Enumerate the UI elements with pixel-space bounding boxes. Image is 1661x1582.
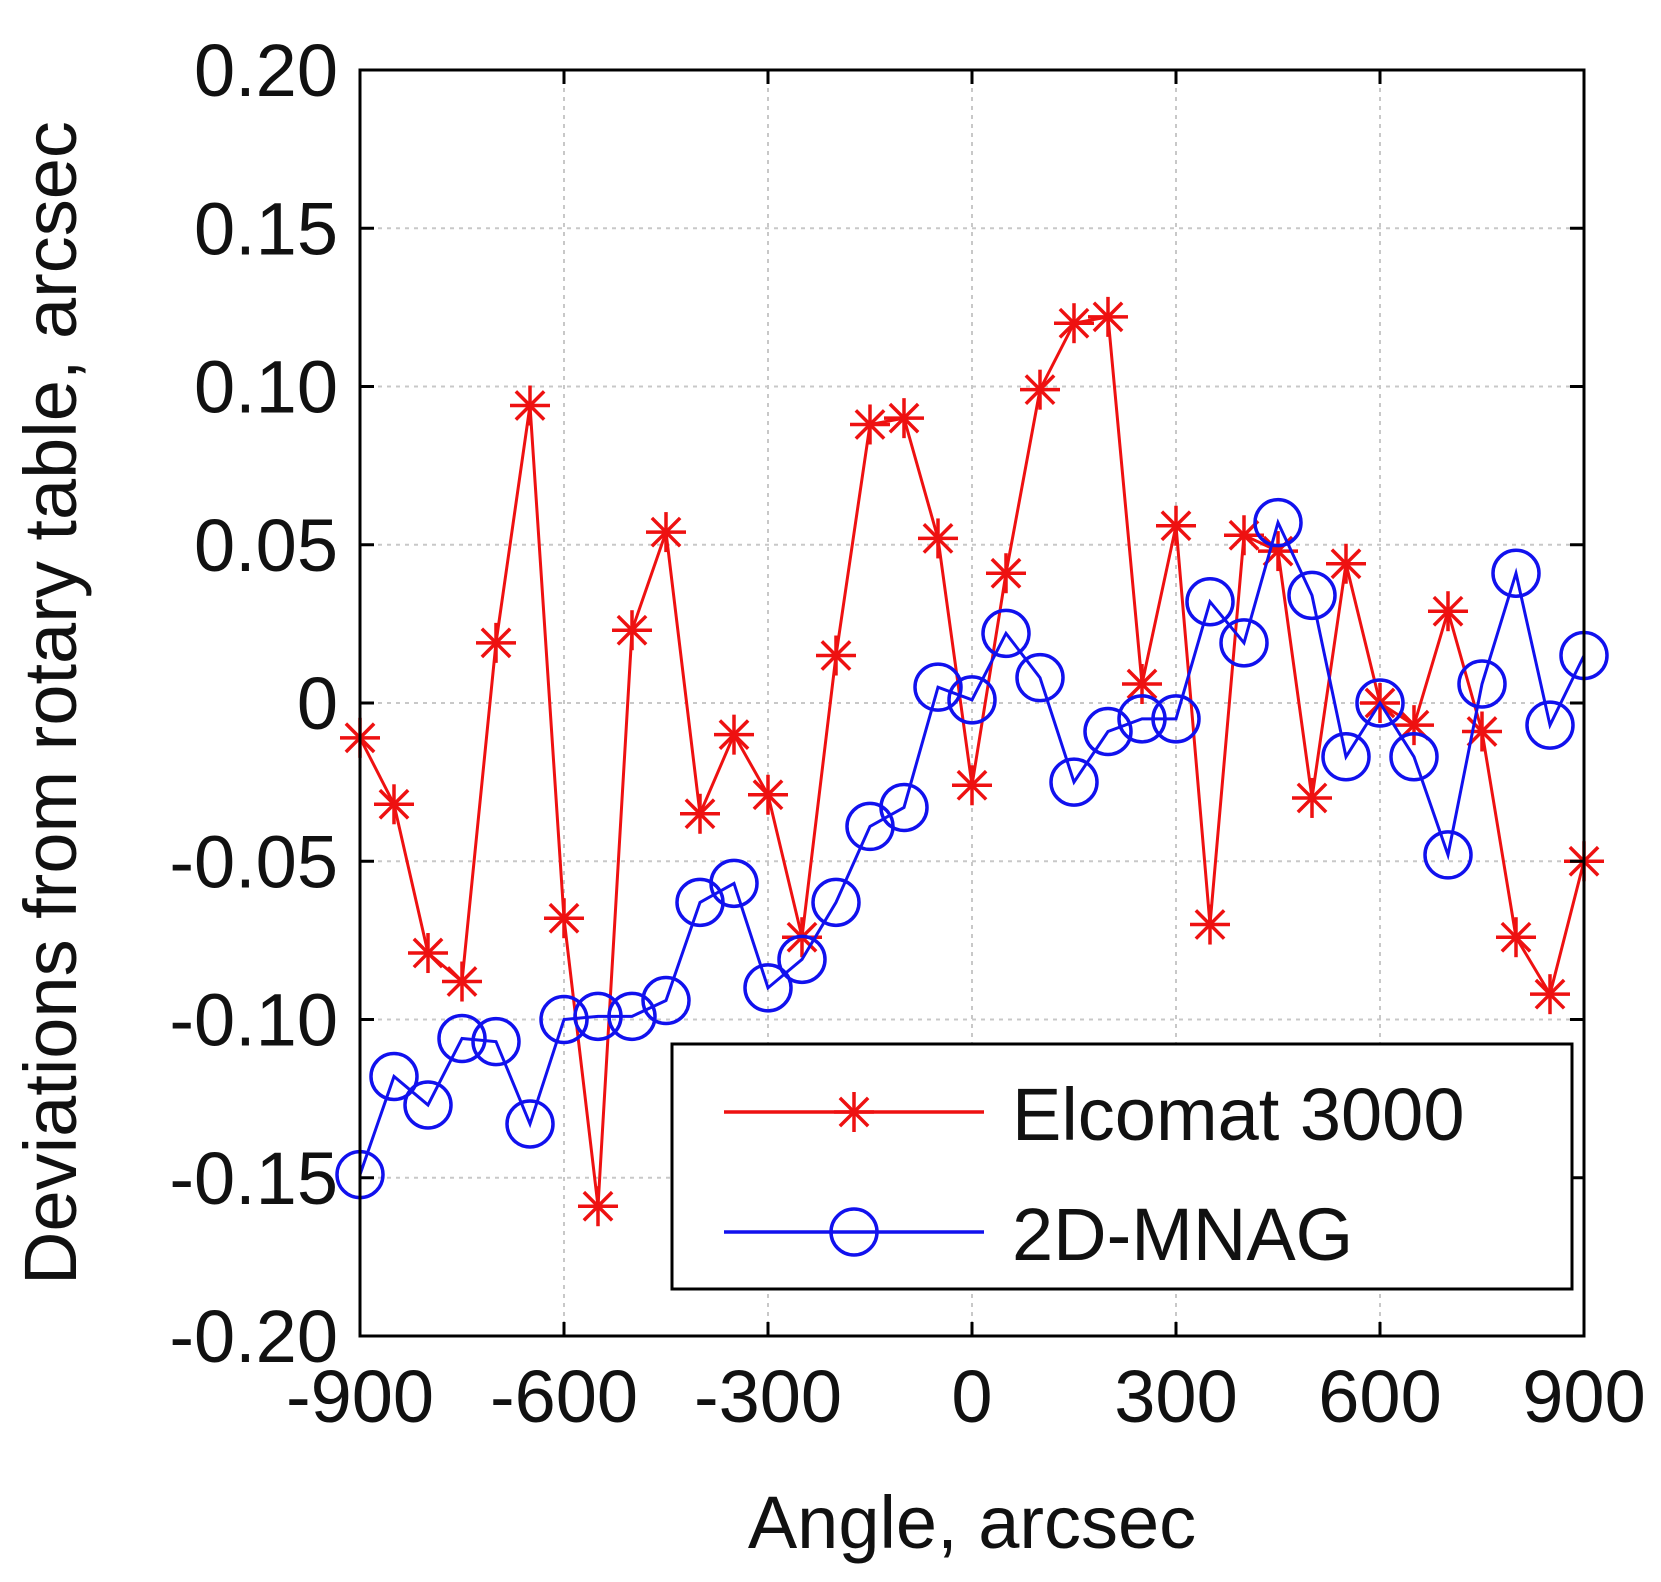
data-point	[573, 991, 623, 1042]
data-point	[986, 553, 1026, 594]
data-point	[1457, 659, 1507, 709]
data-point	[777, 934, 827, 985]
data-point	[981, 608, 1031, 659]
data-point	[646, 512, 686, 553]
data-point	[369, 1051, 419, 1102]
y-tick-label: -0.15	[169, 1137, 338, 1220]
data-point	[743, 963, 793, 1013]
x-tick-label: 300	[1114, 1355, 1237, 1438]
y-tick-label: 0.10	[194, 346, 338, 429]
data-point	[1088, 296, 1128, 337]
data-point	[476, 622, 516, 663]
data-point	[1428, 591, 1468, 632]
data-point	[1083, 706, 1133, 757]
data-point	[879, 782, 929, 833]
data-point	[408, 933, 448, 974]
data-point	[437, 1013, 487, 1064]
data-point	[918, 518, 958, 559]
data-point	[471, 1016, 521, 1067]
data-point	[1389, 732, 1439, 782]
data-point	[1423, 830, 1473, 880]
series-line	[358, 518, 1586, 1176]
data-point	[1015, 652, 1065, 703]
data-point	[1219, 618, 1269, 668]
data-point	[850, 404, 890, 445]
data-point	[1287, 570, 1337, 621]
data-point	[544, 898, 584, 939]
data-point	[1190, 904, 1230, 945]
y-tick-label: 0.05	[194, 504, 338, 587]
data-point	[1525, 700, 1575, 750]
y-axis-title: Deviations from rotary table, arcsec	[9, 121, 92, 1285]
data-point	[1462, 711, 1502, 752]
data-point	[714, 714, 754, 755]
data-point	[884, 398, 924, 439]
data-point	[1491, 548, 1541, 598]
legend-entry: Elcomat 3000	[724, 1073, 1465, 1156]
data-point	[1054, 303, 1094, 344]
x-tick-label: -600	[490, 1355, 638, 1438]
y-tick-label: -0.05	[169, 820, 338, 903]
data-point	[1151, 694, 1201, 744]
legend-entries: Elcomat 3000 2D-MNAG	[724, 1073, 1465, 1276]
data-point	[539, 994, 589, 1045]
y-tick-label: -0.20	[169, 1295, 338, 1378]
legend: Elcomat 3000 2D-MNAG	[670, 1042, 1574, 1291]
data-point	[1530, 974, 1570, 1015]
data-point	[709, 858, 759, 909]
legend-marker	[829, 1207, 879, 1257]
legend-marker	[834, 1092, 874, 1132]
legend-box	[670, 1042, 1574, 1291]
data-point	[816, 635, 856, 676]
data-point	[403, 1080, 453, 1130]
x-axis-title: Angle, arcsec	[748, 1481, 1196, 1564]
data-point	[1020, 369, 1060, 410]
y-tick-label: 0.15	[194, 187, 338, 270]
data-point	[1156, 505, 1196, 546]
data-point	[374, 784, 414, 825]
data-point	[607, 991, 657, 1042]
data-point	[680, 793, 720, 834]
legend-label: 2D-MNAG	[1012, 1193, 1353, 1276]
data-point	[1355, 678, 1405, 728]
data-point	[578, 1186, 618, 1227]
tick-marks	[358, 68, 1586, 1338]
data-point	[1049, 757, 1099, 807]
data-point	[612, 610, 652, 651]
x-tick-label: -900	[286, 1355, 434, 1438]
data-point	[748, 774, 788, 815]
data-point	[1122, 664, 1162, 705]
data-point	[1496, 917, 1536, 958]
series-2	[335, 497, 1609, 1200]
legend-label: Elcomat 3000	[1012, 1073, 1465, 1156]
data-point	[510, 385, 550, 426]
data-point	[947, 675, 997, 725]
x-tick-label: 600	[1318, 1355, 1441, 1438]
data-point	[913, 662, 963, 712]
data-point	[1292, 777, 1332, 818]
x-tick-labels: -900 -600 -300 0 300 600 900	[286, 1355, 1646, 1438]
data-point	[1117, 694, 1167, 744]
data-point	[1326, 543, 1366, 584]
data-point	[1185, 576, 1235, 627]
y-tick-label: -0.10	[169, 979, 338, 1062]
y-tick-labels: 0.20 0.15 0.10 0.05 0 -0.05 -0.10 -0.15 -0.20	[169, 29, 338, 1378]
data-point	[1253, 497, 1303, 548]
data-point	[505, 1099, 555, 1149]
legend-entry: 2D-MNAG	[724, 1193, 1353, 1276]
x-tick-label: 0	[951, 1355, 992, 1438]
data-point	[641, 975, 691, 1026]
data-point	[952, 765, 992, 806]
y-tick-label: 0.20	[194, 29, 338, 112]
series-layer	[335, 296, 1609, 1227]
data-point	[811, 877, 861, 928]
x-tick-label: 900	[1522, 1355, 1645, 1438]
x-tick-label: -300	[694, 1355, 842, 1438]
y-tick-label: 0	[297, 662, 338, 745]
data-point	[442, 961, 482, 1002]
data-point	[1321, 732, 1371, 782]
